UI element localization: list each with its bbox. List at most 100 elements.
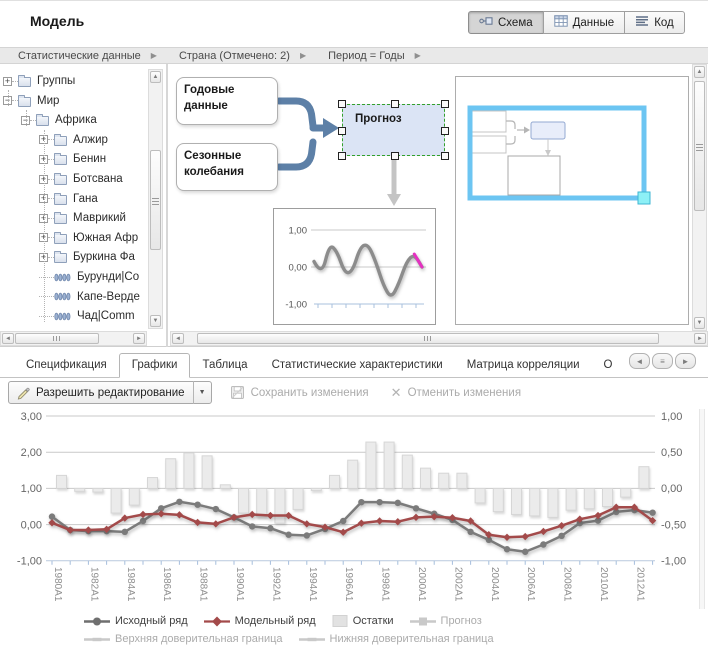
tab-спецификация[interactable]: Спецификация [26,359,107,371]
tree-item-бенин[interactable]: + Бенин [0,149,160,169]
resize-handle-se[interactable] [441,152,449,160]
scroll-up-icon[interactable]: ▲ [150,71,161,83]
tab-list-icon[interactable]: ≡ [652,353,673,369]
svg-text:0,00: 0,00 [661,483,682,495]
svg-text:2010A1: 2010A1 [598,567,609,602]
resize-handle-nw[interactable] [338,100,346,108]
legend-item-нижняя-доверительная-граница[interactable]: Нижняя доверительная граница [298,633,494,645]
view-button-schema[interactable]: Схема [468,11,544,34]
scroll-down-icon[interactable]: ▼ [694,317,705,329]
diagram-node-seasonal[interactable]: Сезонные колебания [176,143,278,191]
code-icon [635,15,649,30]
allow-editing-button[interactable]: Разрешить редактирование ▼ [8,381,212,404]
tree-vscroll-thumb[interactable] [150,150,161,250]
expand-plus-icon[interactable]: + [39,212,48,223]
expand-plus-icon[interactable]: + [3,75,12,86]
legend-item-прогноз[interactable]: Прогноз [409,615,482,627]
legend-item-верхняя-доверительная-граница[interactable]: Верхняя доверительная граница [84,633,283,645]
folder-icon [54,251,67,264]
tab-статистические-характеристики[interactable]: Статистические характеристики [271,359,443,371]
model-graph: 3,00 2,00 1,00 0,00 -1,00 1,00 0,50 0,00 -0,50 -1… [17,411,686,602]
tree-item-капе-верде[interactable]: Капе-Верде [0,287,160,307]
panel-splitter[interactable] [166,64,168,347]
tab-графики[interactable]: Графики [118,353,191,378]
expand-plus-icon[interactable]: + [39,153,48,164]
resize-handle-w[interactable] [338,127,346,135]
tab-о[interactable]: О [603,359,613,371]
diagram-minimap[interactable] [455,76,689,325]
expand-plus-icon[interactable]: + [39,173,48,184]
scroll-left-icon[interactable]: ◄ [2,333,14,344]
legend-marker-icon [84,634,110,645]
tree-item-алжир[interactable]: + Алжир [0,130,160,150]
svg-text:1980A1: 1980A1 [52,567,63,602]
scroll-up-icon[interactable]: ▲ [694,66,705,78]
diagram-mini-chart[interactable]: 1,00 0,00 -1,00 [273,208,436,325]
cancel-x-icon: ✕ [390,384,402,400]
scroll-down-icon[interactable]: ▼ [150,315,161,327]
diagram-vertical-scrollbar[interactable]: ▲ ▼ [692,64,707,331]
breadcrumb-arrow-icon[interactable]: ▶ [299,51,307,60]
tree-item-мир[interactable]: − Мир [0,91,160,111]
collapse-minus-icon[interactable]: − [21,114,30,125]
legend-item-остатки[interactable]: Остатки [332,615,394,627]
cancel-changes-button[interactable]: ✕ Отменить изменения [391,385,521,401]
resize-handle-n[interactable] [391,100,399,108]
scroll-right-icon[interactable]: ► [133,333,145,344]
svg-text:1998A1: 1998A1 [380,567,391,602]
tree-item-чад-comm[interactable]: Чад|Comm [0,306,160,326]
mini-chart-plot: 1,00 0,00 -1,00 [285,226,426,311]
legend-item-модельный-ряд[interactable]: Модельный ряд [203,615,316,627]
view-button-code[interactable]: Код [624,11,685,34]
tree-item-маврикий[interactable]: + Маврикий [0,208,160,228]
breadcrumb-item[interactable]: Статистические данные [18,49,141,62]
tree-item-африка[interactable]: − Африка [0,110,160,130]
diagram-horizontal-scrollbar[interactable]: ◄ ► [170,331,708,346]
expand-plus-icon[interactable]: + [39,134,48,145]
tree-item-буркина-фа[interactable]: + Буркина Фа [0,247,160,267]
diagram-hscroll-thumb[interactable] [197,333,659,344]
expand-plus-icon[interactable]: + [39,251,48,262]
scroll-left-icon[interactable]: ◄ [172,333,184,344]
tree-item-label: Алжир [73,133,108,146]
save-changes-button[interactable]: Сохранить изменения [230,385,369,400]
statistical-data-tree: + Группы − Мир − Африка + Алжир + Бенин + Ботсвана +… [0,64,166,347]
tree-hscroll-thumb[interactable] [15,333,99,344]
tree-guide-line [8,90,9,106]
breadcrumb-arrow-icon[interactable]: ▶ [414,51,421,60]
tree-item-бурунди-co[interactable]: Бурунди|Co [0,267,160,287]
resize-handle-ne[interactable] [441,100,449,108]
expand-plus-icon[interactable]: + [39,232,48,243]
tree-item-label: Ботсвана [73,173,123,185]
diagram-node-annual-data[interactable]: Годовые данные [176,77,278,125]
tree-item-ботсвана[interactable]: + Ботсвана [0,169,160,189]
resize-handle-sw[interactable] [338,152,346,160]
graph-toolbar: Разрешить редактирование ▼ Сохранить изм… [0,379,708,406]
breadcrumb-item[interactable]: Период = Годы [328,49,405,62]
breadcrumb-arrow-icon[interactable]: ▶ [150,51,157,60]
resize-handle-s[interactable] [391,152,399,160]
diagram-node-forecast-selected[interactable]: Прогноз [338,100,449,160]
scroll-right-icon[interactable]: ► [694,333,706,344]
breadcrumb-item[interactable]: Страна (Отмечено: 2) [178,49,290,62]
tree-connector [30,119,36,121]
view-button-data[interactable]: Данные [542,11,626,34]
tab-таблица[interactable]: Таблица [202,359,248,371]
tree-connector [48,158,54,160]
svg-text:1988A1: 1988A1 [198,567,209,602]
resize-handle-e[interactable] [441,127,449,135]
tree-item-группы[interactable]: + Группы [0,71,160,91]
tree-vertical-scrollbar[interactable]: ▲ ▼ [148,69,163,329]
tab-scroll-right-icon[interactable]: ► [675,353,696,369]
legend-item-исходный-ряд[interactable]: Исходный ряд [84,615,188,627]
tab-матрица-корреляции[interactable]: Матрица корреляции [466,359,580,371]
expand-plus-icon[interactable]: + [39,193,48,204]
diagram-vscroll-thumb[interactable] [694,81,705,211]
minimap-content [467,105,651,205]
tab-scroll-left-icon[interactable]: ◄ [629,353,650,369]
tree-item-южная-афр[interactable]: + Южная Афр [0,228,160,248]
tree-item-гана[interactable]: + Гана [0,189,160,209]
edit-dropdown-arrow-icon[interactable]: ▼ [192,381,211,404]
tree-horizontal-scrollbar[interactable]: ◄ ► [0,331,147,346]
collapse-minus-icon[interactable]: − [3,95,12,106]
